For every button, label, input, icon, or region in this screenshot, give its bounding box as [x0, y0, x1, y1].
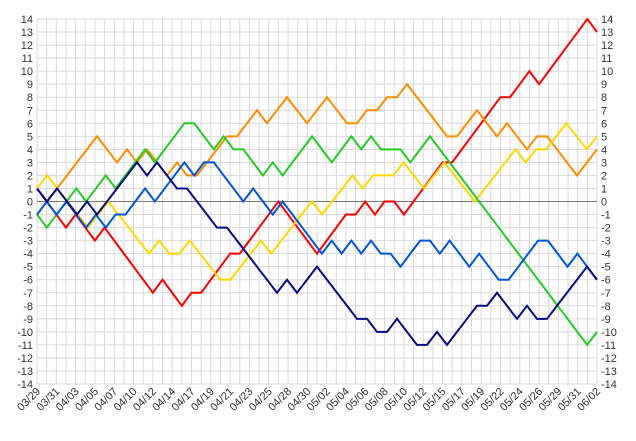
- y-tick-label-left: 0: [27, 197, 33, 209]
- y-tick-label-left: 3: [27, 157, 33, 169]
- y-tick-label-left: -12: [17, 353, 33, 365]
- y-tick-label-left: -14: [17, 379, 33, 391]
- y-tick-label-right: -11: [601, 340, 616, 352]
- y-tick-label-right: -12: [601, 353, 617, 365]
- series-line-4: [36, 160, 598, 281]
- y-tick-label-left: 11: [22, 53, 33, 65]
- y-tick-label-left: 8: [27, 92, 33, 104]
- y-tick-label-left: 13: [21, 27, 33, 39]
- y-tick-label-right: -14: [601, 379, 617, 391]
- chart-series: [36, 17, 598, 347]
- y-tick-label-left: -7: [23, 288, 33, 300]
- y-tick-label-left: -6: [23, 275, 33, 287]
- y-axis-left: 14131211109876543210-1-2-3-4-5-6-7-8-9-1…: [17, 14, 33, 391]
- y-tick-label-right: 12: [601, 40, 613, 52]
- y-tick-label-left: 2: [27, 170, 33, 182]
- y-tick-label-left: 6: [27, 118, 33, 130]
- y-tick-label-left: 14: [21, 14, 33, 26]
- y-tick-label-right: 4: [601, 144, 607, 156]
- y-tick-label-right: 1: [601, 183, 607, 195]
- y-tick-label-left: -9: [23, 314, 33, 326]
- y-tick-label-right: -8: [601, 301, 611, 313]
- y-tick-label-left: -10: [17, 327, 33, 339]
- series-line-0: [36, 17, 598, 308]
- series-line-2: [36, 121, 598, 281]
- y-tick-label-left: 10: [21, 66, 33, 78]
- y-tick-label-right: -6: [601, 275, 611, 287]
- y-tick-label-right: -7: [601, 288, 611, 300]
- y-tick-label-left: 9: [27, 79, 33, 91]
- y-tick-label-right: -3: [601, 236, 611, 248]
- y-tick-label-right: 5: [601, 131, 607, 143]
- y-tick-label-right: 2: [601, 170, 607, 182]
- y-tick-label-right: 8: [601, 92, 607, 104]
- y-tick-label-right: -9: [601, 314, 611, 326]
- y-axis-right: 14131211109876543210-1-2-3-4-5-6-7-8-9-1…: [601, 14, 617, 391]
- y-tick-label-left: 1: [27, 183, 33, 195]
- y-tick-label-right: -10: [601, 327, 617, 339]
- y-tick-label-right: -1: [601, 210, 611, 222]
- y-tick-label-right: 7: [601, 105, 607, 117]
- y-tick-label-right: -5: [601, 262, 611, 274]
- series-line-1: [36, 82, 598, 216]
- y-tick-label-right: 11: [601, 53, 612, 65]
- y-tick-label-right: 9: [601, 79, 607, 91]
- y-tick-label-left: 5: [27, 131, 33, 143]
- y-tick-label-right: 14: [601, 14, 613, 26]
- y-tick-label-right: -4: [601, 249, 611, 261]
- y-tick-label-left: 4: [27, 144, 33, 156]
- y-tick-label-left: -5: [23, 262, 33, 274]
- y-tick-label-left: -2: [23, 223, 33, 235]
- y-tick-label-left: 7: [27, 105, 33, 117]
- y-tick-label-right: -2: [601, 223, 611, 235]
- x-axis: 03/2903/3104/0304/0504/0704/1004/1204/14…: [15, 386, 603, 414]
- y-tick-label-right: 10: [601, 66, 613, 78]
- series-line-5: [36, 160, 598, 347]
- y-tick-label-left: -11: [18, 340, 33, 352]
- y-tick-label-right: 6: [601, 118, 607, 130]
- series-line-3: [36, 122, 598, 347]
- y-tick-label-left: -13: [17, 366, 33, 378]
- y-tick-label-right: -13: [601, 366, 617, 378]
- chart-grid: [36, 18, 598, 385]
- y-tick-label-right: 3: [601, 157, 607, 169]
- y-tick-label-left: 12: [21, 40, 33, 52]
- y-tick-label-left: -8: [23, 301, 33, 313]
- y-tick-label-left: -3: [23, 236, 33, 248]
- y-tick-label-right: 0: [601, 197, 607, 209]
- y-tick-label-left: -1: [23, 210, 33, 222]
- y-tick-label-right: 13: [601, 27, 613, 39]
- y-tick-label-left: -4: [23, 249, 33, 261]
